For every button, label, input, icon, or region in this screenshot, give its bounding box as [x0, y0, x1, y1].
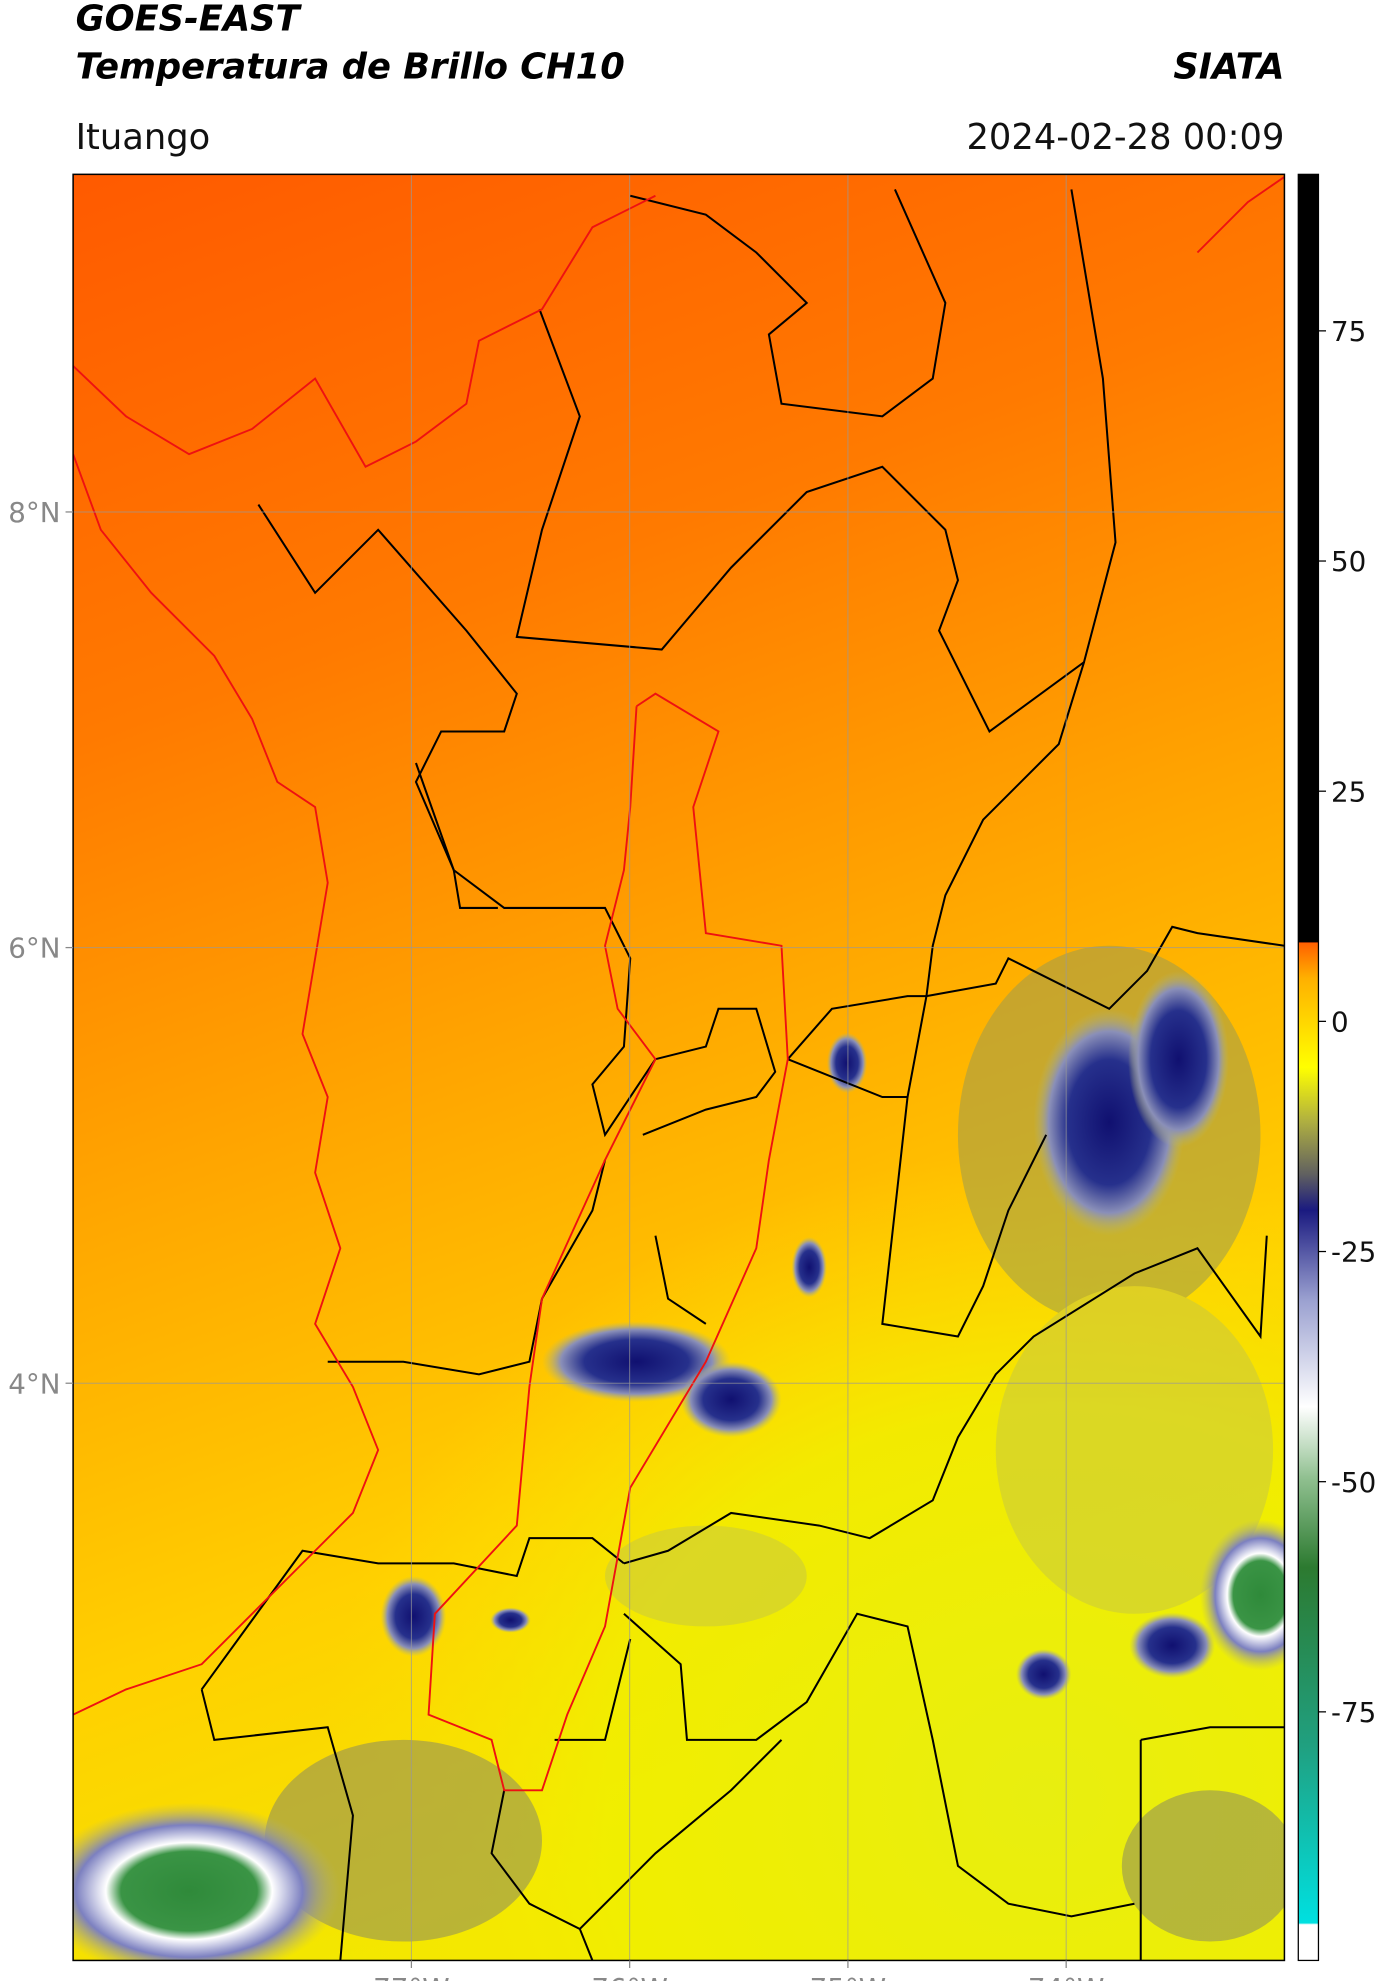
colorbar-tick-label: 50 [1331, 545, 1366, 578]
y-tick-label: 4°N [8, 1367, 60, 1400]
colorbar-tick-label: -25 [1331, 1236, 1376, 1269]
borders [200, 189, 1285, 1961]
y-tick-label: 8°N [8, 496, 60, 529]
colorbar [1297, 173, 1320, 1962]
colorbar-tick-label: 25 [1331, 775, 1366, 808]
x-tick-label: 77°W [373, 1972, 450, 1981]
map-image [73, 174, 1285, 1961]
colorbar-tick-label: -75 [1331, 1696, 1376, 1729]
ticks: 77°W 76°W 75°W 74°W 8°N 6°N 4°N 75 50 25 0 -25 -50 -7… [8, 315, 1376, 1981]
title-line1: GOES-EAST [76, 0, 303, 40]
colorbar-tick-label: -50 [1331, 1466, 1376, 1499]
coast-and-basin [73, 176, 1285, 1792]
y-tick-label: 6°N [8, 932, 60, 965]
x-tick-label: 76°W [591, 1972, 668, 1981]
map-frame [72, 173, 1286, 1962]
title-line2: Temperatura de Brillo CH10 [76, 47, 625, 88]
brand: SIATA [1173, 47, 1284, 88]
storms [73, 970, 1285, 1961]
grid [73, 174, 1285, 1961]
colorbar-tick-label: 75 [1331, 315, 1366, 348]
colorbar-tick-label: 0 [1331, 1005, 1349, 1038]
datetime: 2024-02-28 00:09 [966, 117, 1284, 158]
location: Ituango [76, 117, 211, 158]
x-tick-label: 75°W [810, 1972, 887, 1981]
x-tick-label: 74°W [1028, 1972, 1105, 1981]
